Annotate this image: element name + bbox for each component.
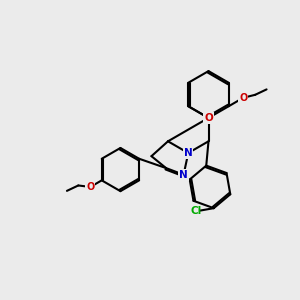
Text: Cl: Cl: [190, 206, 201, 216]
Text: O: O: [86, 182, 94, 192]
Text: N: N: [184, 148, 193, 158]
Text: N: N: [179, 170, 188, 180]
Text: O: O: [204, 113, 213, 123]
Text: O: O: [239, 93, 247, 103]
